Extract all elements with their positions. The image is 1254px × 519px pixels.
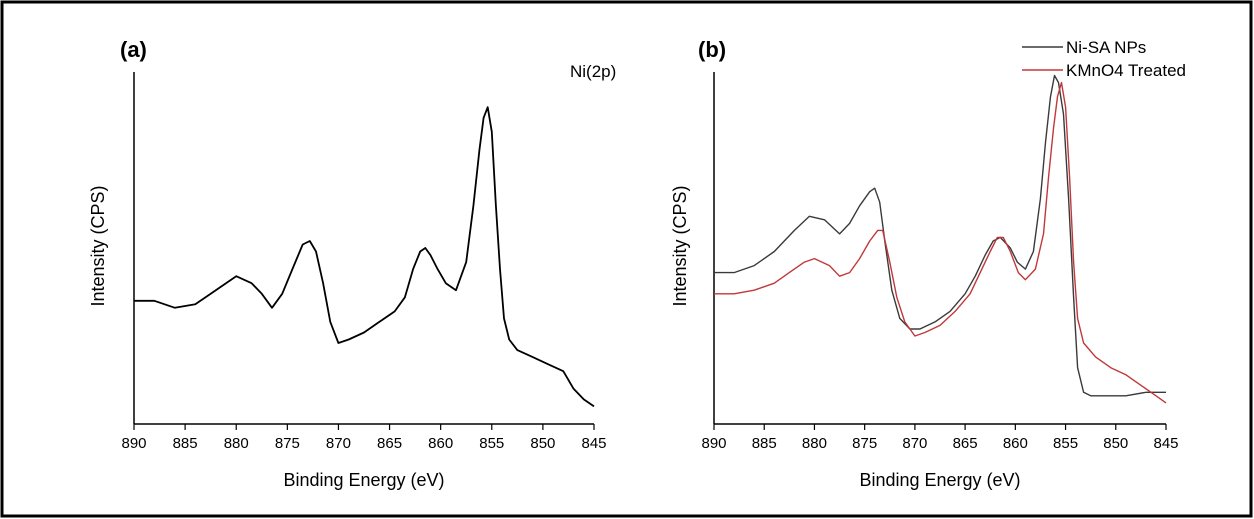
x-tick-label: 870 xyxy=(326,435,351,452)
x-tick-label: 885 xyxy=(173,435,198,452)
x-tick-label: 855 xyxy=(479,435,504,452)
x-tick-label: 845 xyxy=(1153,435,1178,452)
x-tick-label: 860 xyxy=(1003,435,1028,452)
x-tick-label: 875 xyxy=(852,435,877,452)
x-tick-label: 890 xyxy=(701,435,726,452)
y-axis-title-b: Intensity (CPS) xyxy=(670,185,690,306)
legend-label-kmno4: KMnO4 Treated xyxy=(1066,61,1186,80)
annotation-ni2p: Ni(2p) xyxy=(570,62,616,81)
x-tick-label: 865 xyxy=(377,435,402,452)
x-axis-title-a: Binding Energy (eV) xyxy=(283,470,444,490)
x-tick-label: 845 xyxy=(581,435,606,452)
panel-label-b: (b) xyxy=(698,37,726,62)
x-tick-label: 880 xyxy=(224,435,249,452)
x-tick-label: 875 xyxy=(275,435,300,452)
x-tick-label: 890 xyxy=(121,435,146,452)
x-axis-title-b: Binding Energy (eV) xyxy=(859,470,1020,490)
x-tick-label: 865 xyxy=(953,435,978,452)
panel-label-a: (a) xyxy=(120,37,147,62)
x-tick-label: 870 xyxy=(902,435,927,452)
x-tick-label: 850 xyxy=(530,435,555,452)
x-tick-label: 880 xyxy=(802,435,827,452)
y-axis-title-a: Intensity (CPS) xyxy=(88,185,108,306)
x-tick-label: 860 xyxy=(428,435,453,452)
x-tick-label: 855 xyxy=(1053,435,1078,452)
x-tick-label: 885 xyxy=(752,435,777,452)
legend-label-ni-sa: Ni-SA NPs xyxy=(1066,38,1146,57)
x-tick-label: 850 xyxy=(1103,435,1128,452)
